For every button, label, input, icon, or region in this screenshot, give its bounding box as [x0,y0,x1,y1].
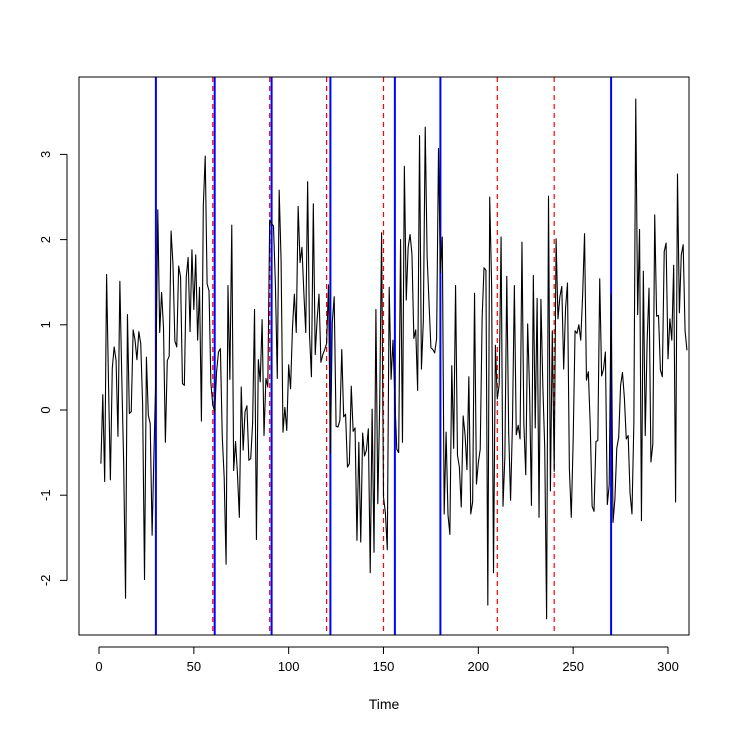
y-tick-label: 1 [38,321,53,328]
x-tick-label: 50 [187,659,201,674]
y-tick-label: 3 [38,151,53,158]
x-tick-label: 150 [373,659,395,674]
y-tick-label: -1 [38,489,53,501]
x-tick-label: 250 [562,659,584,674]
reference-lines [154,77,613,635]
y-tick-label: -2 [38,575,53,587]
series-group [100,98,688,620]
x-tick-label: 200 [467,659,489,674]
y-axis: -2 -1 0 1 2 3 [38,151,68,587]
y-tick-label: 2 [38,236,53,243]
series-line-0 [100,98,688,620]
y-tick-label: 0 [38,406,53,413]
x-tick-label: 300 [657,659,679,674]
x-tick-label: 0 [95,659,102,674]
x-axis: 0 50 100 150 200 250 300 [95,646,679,674]
x-tick-label: 100 [278,659,300,674]
x-axis-title: Time [369,696,400,712]
plot-frame [78,76,690,636]
